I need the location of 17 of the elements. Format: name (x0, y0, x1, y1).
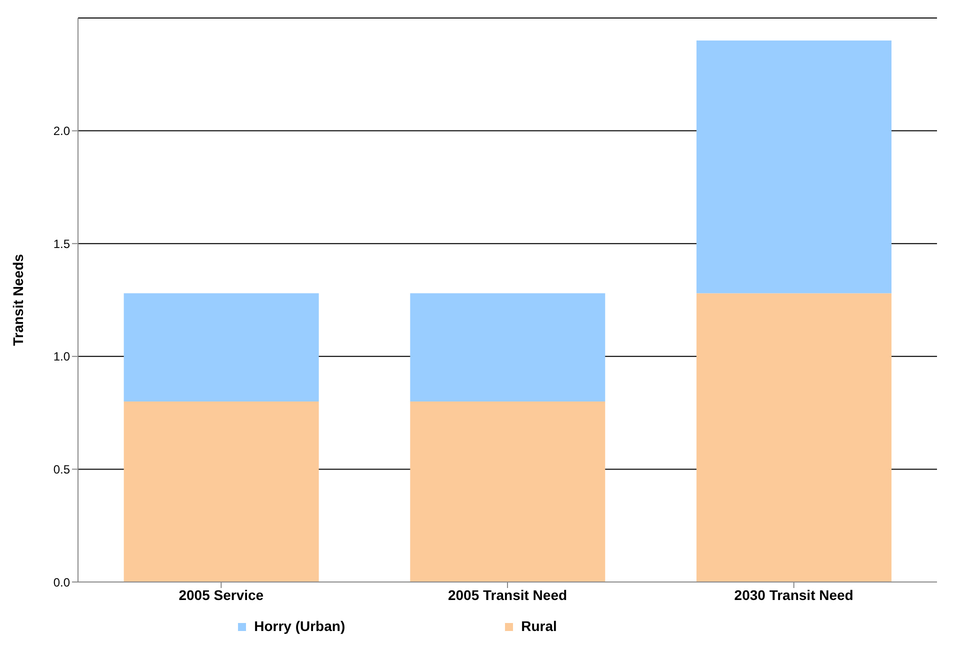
y-tick-label: 1.5 (53, 236, 70, 251)
bar (124, 402, 319, 582)
bar (410, 293, 606, 402)
x-tick-label: 2005 Transit Need (448, 586, 568, 603)
legend-label: Horry (Urban) (254, 618, 346, 634)
y-tick-label: 1.0 (53, 350, 70, 364)
legend-label: Rural (521, 618, 557, 634)
bar (410, 402, 606, 582)
x-tick-label: 2030 Transit Need (734, 586, 854, 603)
y-tick-label: 0.0 (53, 575, 70, 590)
bar (696, 40, 892, 294)
y-tick-label: 0.5 (53, 462, 70, 476)
x-tick-label: 2005 Service (178, 586, 264, 603)
bar (124, 293, 319, 402)
y-tick-label: 2.0 (53, 124, 70, 138)
y-axis-title: Transit Needs (10, 254, 26, 346)
bar (696, 293, 892, 582)
